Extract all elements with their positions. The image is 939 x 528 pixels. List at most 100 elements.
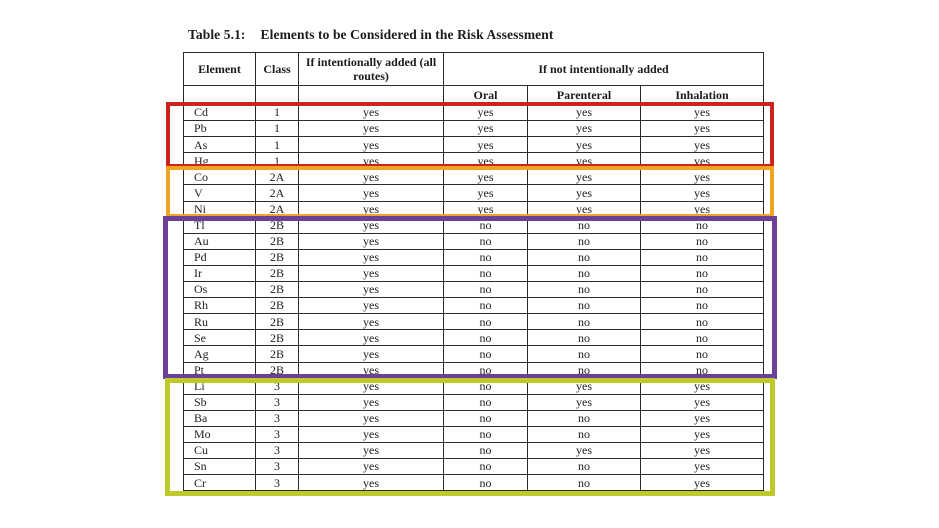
table-row: Tl 2B yes no no no bbox=[183, 216, 765, 234]
cell-intentional: yes bbox=[298, 474, 444, 492]
cell-inhalation: yes bbox=[639, 377, 765, 395]
header-row-top: Element Class If intentionally added (al… bbox=[183, 52, 765, 86]
cell-oral: no bbox=[443, 425, 528, 443]
table-row: Sn 3 yes no no yes bbox=[183, 458, 765, 476]
cell-intentional: yes bbox=[298, 441, 444, 460]
cell-parenteral: yes bbox=[527, 168, 641, 186]
header-inhalation: Inhalation bbox=[639, 85, 765, 105]
cell-oral: no bbox=[443, 409, 528, 427]
cell-inhalation: yes bbox=[639, 474, 765, 492]
header-parenteral: Parenteral bbox=[527, 85, 641, 105]
header-intentionally-added: If intentionally added (all routes) bbox=[298, 52, 444, 86]
cell-inhalation: yes bbox=[639, 458, 765, 476]
cell-inhalation: yes bbox=[639, 184, 765, 202]
cell-element: Pb bbox=[183, 120, 256, 138]
cell-oral: no bbox=[443, 458, 528, 476]
cell-element: Mo bbox=[183, 425, 256, 443]
cell-intentional: yes bbox=[298, 216, 444, 234]
table-row: Pd 2B yes no no no bbox=[183, 248, 765, 266]
cell-oral: no bbox=[443, 232, 528, 250]
table-row: Pt 2B yes no no no bbox=[183, 361, 765, 379]
cell-class: 2B bbox=[255, 297, 299, 315]
cell-inhalation: yes bbox=[639, 120, 765, 138]
cell-oral: no bbox=[443, 248, 528, 266]
cell-intentional: yes bbox=[298, 458, 444, 476]
cell-intentional: yes bbox=[298, 313, 444, 331]
table-row: Cu 3 yes no yes yes bbox=[183, 441, 765, 460]
cell-class: 2B bbox=[255, 264, 299, 283]
cell-inhalation: no bbox=[639, 216, 765, 234]
cell-class: 1 bbox=[255, 120, 299, 138]
table-row: Ni 2A yes yes yes yes bbox=[183, 200, 765, 218]
table-row: Se 2B yes no no no bbox=[183, 329, 765, 347]
cell-class: 3 bbox=[255, 377, 299, 395]
header-not-intentionally-added: If not intentionally added bbox=[442, 52, 765, 86]
cell-inhalation: no bbox=[639, 361, 765, 379]
cell-parenteral: yes bbox=[527, 103, 641, 122]
table-caption-title: Elements to be Considered in the Risk As… bbox=[260, 27, 554, 42]
cell-parenteral: no bbox=[527, 474, 641, 492]
table-row: Ba 3 yes no no yes bbox=[183, 409, 765, 427]
cell-parenteral: no bbox=[527, 458, 641, 476]
cell-intentional: yes bbox=[298, 103, 444, 122]
cell-oral: yes bbox=[443, 120, 528, 138]
cell-element: Ag bbox=[183, 345, 256, 363]
table-row: Rh 2B yes no no no bbox=[183, 297, 765, 315]
cell-intentional: yes bbox=[298, 200, 444, 218]
cell-oral: yes bbox=[443, 200, 528, 218]
table-caption-number: Table 5.1: bbox=[188, 27, 246, 42]
table-row: Cr 3 yes no no yes bbox=[183, 474, 765, 492]
cell-class: 1 bbox=[255, 103, 299, 122]
cell-oral: yes bbox=[443, 103, 528, 122]
cell-element: Ba bbox=[183, 409, 256, 427]
cell-oral: no bbox=[443, 377, 528, 395]
cell-intentional: yes bbox=[298, 297, 444, 315]
cell-class: 2B bbox=[255, 248, 299, 266]
cell-inhalation: yes bbox=[639, 136, 765, 154]
table-row: Sb 3 yes no yes yes bbox=[183, 393, 765, 411]
cell-class: 2B bbox=[255, 232, 299, 250]
cell-parenteral: yes bbox=[527, 152, 641, 170]
cell-inhalation: yes bbox=[639, 393, 765, 411]
cell-intentional: yes bbox=[298, 377, 444, 395]
cell-inhalation: no bbox=[639, 329, 765, 347]
cell-element: Os bbox=[183, 281, 256, 299]
cell-inhalation: yes bbox=[639, 152, 765, 170]
cell-intentional: yes bbox=[298, 361, 444, 379]
cell-intentional: yes bbox=[298, 232, 444, 250]
table-row: Os 2B yes no no no bbox=[183, 281, 765, 299]
table-row: Hg 1 yes yes yes yes bbox=[183, 152, 765, 170]
cell-inhalation: yes bbox=[639, 441, 765, 460]
table-row: V 2A yes yes yes yes bbox=[183, 184, 765, 202]
table-row: Ir 2B yes no no no bbox=[183, 264, 765, 283]
cell-oral: yes bbox=[443, 184, 528, 202]
cell-element: Hg bbox=[183, 152, 256, 170]
cell-intentional: yes bbox=[298, 409, 444, 427]
cell-oral: no bbox=[443, 474, 528, 492]
cell-element: V bbox=[183, 184, 256, 202]
cell-oral: no bbox=[443, 297, 528, 315]
cell-element: Ni bbox=[183, 200, 256, 218]
cell-element: Pd bbox=[183, 248, 256, 266]
cell-class: 3 bbox=[255, 409, 299, 427]
cell-oral: no bbox=[443, 361, 528, 379]
cell-element: Cu bbox=[183, 441, 256, 460]
cell-oral: no bbox=[443, 345, 528, 363]
cell-class: 1 bbox=[255, 136, 299, 154]
cell-intentional: yes bbox=[298, 281, 444, 299]
cell-intentional: yes bbox=[298, 120, 444, 138]
table-row: Ru 2B yes no no no bbox=[183, 313, 765, 331]
table-body: Cd 1 yes yes yes yes Pb 1 yes yes yes yes As 1 yes yes y… bbox=[183, 103, 765, 492]
cell-class: 1 bbox=[255, 152, 299, 170]
cell-parenteral: yes bbox=[527, 184, 641, 202]
table-row: Ag 2B yes no no no bbox=[183, 345, 765, 363]
cell-parenteral: no bbox=[527, 425, 641, 443]
cell-inhalation: yes bbox=[639, 200, 765, 218]
cell-parenteral: no bbox=[527, 313, 641, 331]
cell-class: 2B bbox=[255, 281, 299, 299]
cell-intentional: yes bbox=[298, 136, 444, 154]
cell-class: 3 bbox=[255, 474, 299, 492]
cell-class: 2B bbox=[255, 313, 299, 331]
cell-element: Sn bbox=[183, 458, 256, 476]
